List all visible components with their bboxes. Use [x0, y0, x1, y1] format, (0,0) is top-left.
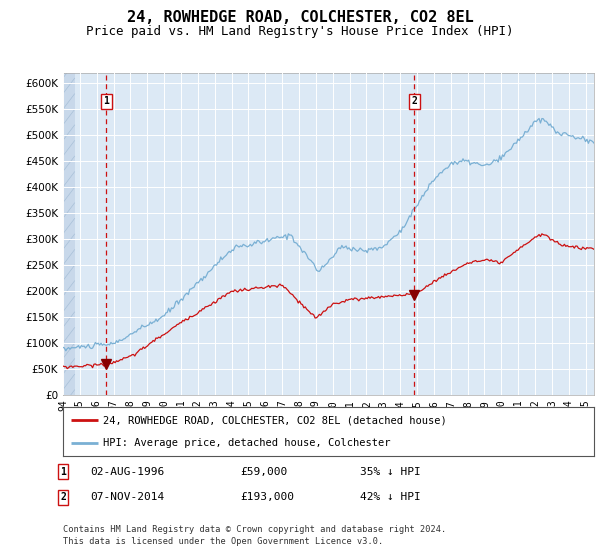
Text: £59,000: £59,000 [240, 466, 287, 477]
Text: 2: 2 [60, 492, 66, 502]
Text: Contains HM Land Registry data © Crown copyright and database right 2024.
This d: Contains HM Land Registry data © Crown c… [63, 525, 446, 546]
Text: Price paid vs. HM Land Registry's House Price Index (HPI): Price paid vs. HM Land Registry's House … [86, 25, 514, 38]
Text: 24, ROWHEDGE ROAD, COLCHESTER, CO2 8EL (detached house): 24, ROWHEDGE ROAD, COLCHESTER, CO2 8EL (… [103, 416, 446, 426]
Text: 02-AUG-1996: 02-AUG-1996 [90, 466, 164, 477]
Text: 35% ↓ HPI: 35% ↓ HPI [360, 466, 421, 477]
Text: HPI: Average price, detached house, Colchester: HPI: Average price, detached house, Colc… [103, 438, 391, 448]
Text: 1: 1 [104, 96, 109, 106]
Text: 07-NOV-2014: 07-NOV-2014 [90, 492, 164, 502]
Text: £193,000: £193,000 [240, 492, 294, 502]
Text: 24, ROWHEDGE ROAD, COLCHESTER, CO2 8EL: 24, ROWHEDGE ROAD, COLCHESTER, CO2 8EL [127, 10, 473, 25]
Text: 2: 2 [412, 96, 417, 106]
Text: 1: 1 [60, 466, 66, 477]
Text: 42% ↓ HPI: 42% ↓ HPI [360, 492, 421, 502]
